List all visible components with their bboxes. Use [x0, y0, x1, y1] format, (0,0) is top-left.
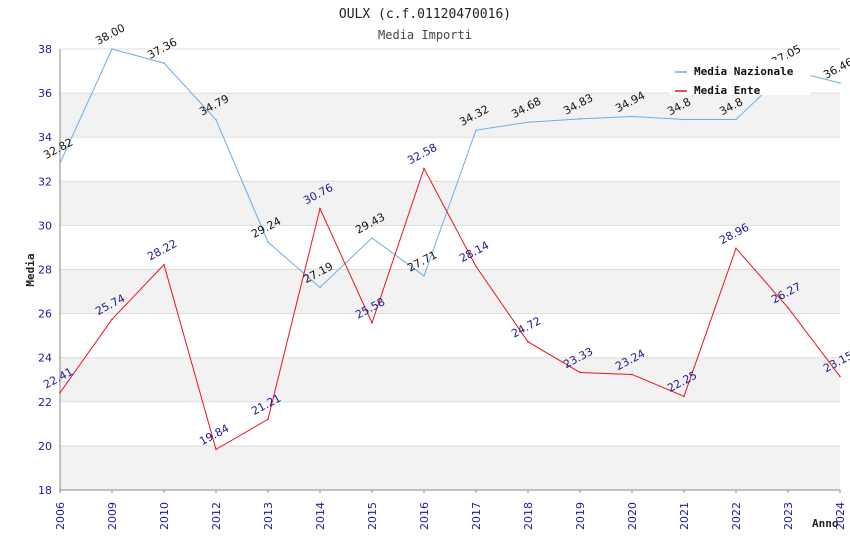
- data-point: [111, 318, 113, 321]
- x-tick-label: 2018: [522, 502, 535, 530]
- x-tick-label: 2009: [106, 502, 119, 530]
- data-label: 28.22: [145, 237, 179, 263]
- grid-band: [60, 357, 840, 402]
- data-point: [475, 129, 477, 131]
- data-point: [267, 241, 269, 243]
- data-label: 24.72: [509, 314, 543, 340]
- data-point: [423, 275, 425, 277]
- y-tick-label: 20: [38, 440, 52, 453]
- y-tick-label: 36: [38, 87, 52, 100]
- x-tick-label: 2020: [626, 502, 639, 530]
- x-tick-label: 2022: [730, 502, 743, 530]
- x-tick-label: 2016: [418, 502, 431, 530]
- data-point: [735, 247, 737, 250]
- y-tick-label: 38: [38, 43, 52, 56]
- data-point: [579, 371, 581, 374]
- series-lines: [59, 48, 841, 451]
- data-point: [839, 82, 841, 84]
- chart-title: OULX (c.f.01120470016): [339, 7, 511, 22]
- y-tick-label: 24: [38, 352, 52, 365]
- y-tick-label: 34: [38, 131, 52, 144]
- data-point: [319, 286, 321, 289]
- data-point: [371, 322, 373, 324]
- y-tick-label: 32: [38, 175, 52, 188]
- x-tick-label: 2023: [782, 502, 795, 530]
- data-point: [59, 391, 61, 394]
- x-tick-label: 2010: [158, 502, 171, 530]
- data-label: 32.58: [405, 141, 439, 167]
- x-tick-label: 2024: [834, 502, 847, 530]
- x-tick-label: 2014: [314, 502, 327, 530]
- data-label: 36.46: [821, 55, 850, 81]
- data-label: 38.00: [93, 21, 127, 47]
- x-tick-label: 2013: [262, 502, 275, 530]
- data-label: 28.14: [457, 239, 491, 265]
- data-point: [787, 306, 789, 309]
- x-tick-label: 2021: [678, 502, 691, 530]
- data-point: [371, 237, 373, 239]
- legend-box: [670, 60, 810, 95]
- x-tick-label: 2015: [366, 502, 379, 530]
- data-point: [475, 265, 477, 268]
- x-tick-label: 2019: [574, 502, 587, 530]
- y-tick-label: 30: [38, 219, 52, 232]
- grid-band: [60, 93, 840, 138]
- data-label: 37.36: [145, 35, 179, 61]
- data-point: [631, 115, 633, 118]
- x-axis-label: Anno: [812, 517, 839, 530]
- data-point: [163, 62, 165, 64]
- series-line-media-ente: [59, 167, 841, 451]
- y-tick-label: 22: [38, 396, 52, 409]
- data-point: [683, 118, 685, 121]
- data-point: [267, 418, 269, 421]
- legend-label-media-nazionale: Media Nazionale: [694, 65, 794, 78]
- chart-subtitle: Media Importi: [378, 28, 472, 42]
- data-point: [631, 373, 633, 376]
- data-point: [215, 448, 217, 451]
- data-point: [423, 167, 425, 170]
- data-point: [527, 121, 529, 124]
- grid-band: [60, 269, 840, 314]
- data-point: [735, 118, 737, 121]
- y-tick-label: 18: [38, 484, 52, 497]
- data-point: [111, 48, 113, 50]
- data-point: [215, 118, 217, 121]
- data-point: [527, 341, 529, 343]
- y-axis-label: Media: [24, 253, 37, 286]
- x-tick-label: 2012: [210, 502, 223, 530]
- data-point: [839, 375, 841, 378]
- x-tick-label: 2017: [470, 502, 483, 530]
- background-bands: [60, 93, 840, 490]
- data-point: [319, 207, 321, 210]
- legend: Media Nazionale Media Ente: [670, 60, 810, 97]
- series-line-media-nazionale: [59, 48, 841, 289]
- data-point: [579, 118, 581, 120]
- data-point: [59, 162, 61, 165]
- x-tick-label: 2006: [54, 502, 67, 530]
- data-point: [163, 263, 165, 266]
- y-tick-label: 28: [38, 264, 52, 277]
- grid-lines: [60, 48, 840, 491]
- legend-label-media-ente: Media Ente: [694, 84, 761, 97]
- y-tick-label: 26: [38, 308, 52, 321]
- data-point: [683, 395, 685, 398]
- grid-band: [60, 445, 840, 490]
